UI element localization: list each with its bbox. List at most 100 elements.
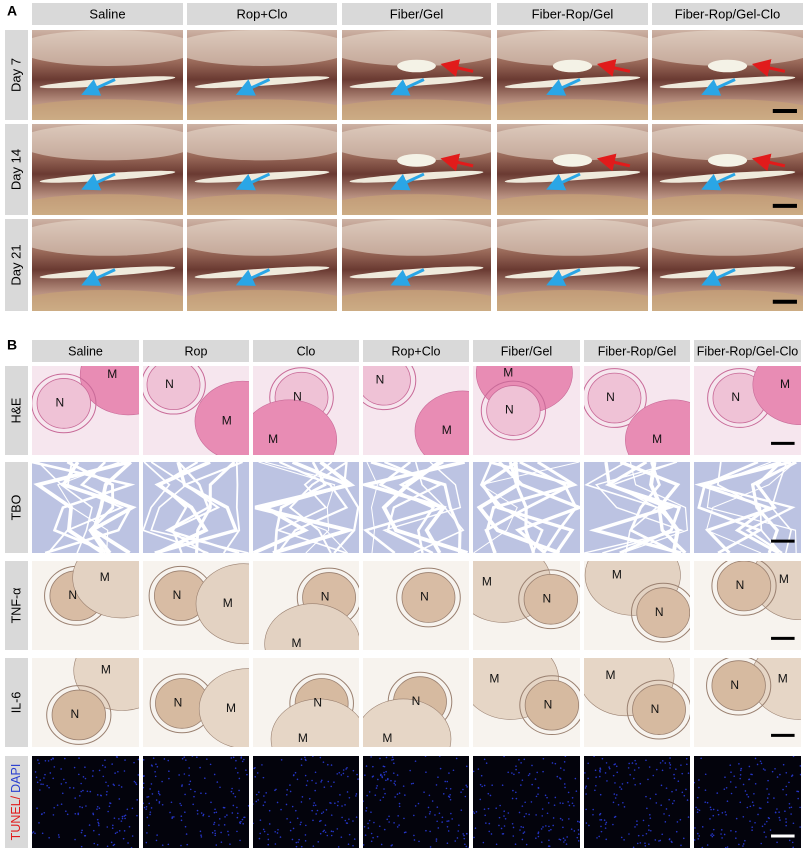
nucleus bbox=[180, 844, 182, 847]
nucleus bbox=[149, 813, 151, 816]
nucleus bbox=[573, 804, 575, 807]
nucleus bbox=[365, 765, 368, 767]
cell: MN bbox=[584, 658, 690, 747]
column-header bbox=[143, 340, 249, 362]
nucleus bbox=[232, 804, 235, 807]
nucleus bbox=[577, 833, 580, 835]
nucleus bbox=[199, 766, 201, 769]
nucleus bbox=[384, 792, 386, 795]
nucleus bbox=[78, 757, 80, 759]
crack bbox=[194, 462, 236, 553]
nucleus bbox=[559, 817, 562, 820]
nucleus bbox=[294, 771, 297, 774]
nucleus bbox=[96, 808, 98, 810]
nucleus bbox=[768, 793, 770, 795]
nucleus bbox=[542, 826, 544, 828]
nucleus bbox=[34, 771, 37, 773]
nucleus bbox=[696, 796, 699, 799]
nucleus bbox=[546, 796, 548, 799]
nucleus bbox=[81, 829, 83, 832]
nucleus bbox=[498, 824, 500, 827]
nucleus bbox=[507, 771, 509, 774]
nucleus bbox=[315, 782, 317, 784]
nucleus bbox=[456, 837, 459, 839]
nucleus bbox=[792, 846, 794, 848]
nucleus bbox=[213, 821, 216, 824]
nucleus bbox=[74, 812, 77, 815]
annotation: N bbox=[70, 707, 79, 721]
panel-label: A bbox=[7, 3, 17, 19]
annotation: N bbox=[55, 396, 64, 410]
nucleus bbox=[511, 772, 513, 774]
nucleus bbox=[788, 806, 791, 809]
nucleus bbox=[390, 779, 392, 782]
tissue bbox=[652, 99, 803, 120]
panel-label: B bbox=[7, 337, 17, 353]
tissue bbox=[652, 30, 803, 66]
nucleus bbox=[561, 819, 564, 821]
nucleus bbox=[701, 826, 704, 828]
annotation: N bbox=[655, 605, 664, 619]
nucleus bbox=[716, 792, 719, 794]
nucleus bbox=[370, 811, 372, 813]
nucleus bbox=[363, 844, 365, 846]
cell bbox=[32, 756, 139, 848]
nucleus bbox=[314, 804, 317, 807]
nucleus bbox=[344, 819, 347, 822]
nucleus bbox=[60, 783, 63, 785]
nerve bbox=[587, 372, 642, 424]
nucleus bbox=[111, 827, 114, 829]
crack bbox=[706, 462, 797, 553]
nucleus bbox=[355, 816, 358, 818]
nucleus bbox=[660, 804, 662, 807]
nucleus bbox=[42, 783, 44, 786]
nucleus bbox=[767, 817, 770, 819]
nucleus bbox=[758, 807, 761, 809]
annotation: N bbox=[293, 389, 302, 403]
nucleus bbox=[180, 819, 183, 822]
nucleus bbox=[520, 784, 522, 786]
nucleus bbox=[184, 825, 187, 828]
nucleus bbox=[148, 802, 151, 805]
nucleus bbox=[535, 795, 538, 798]
nucleus bbox=[398, 805, 401, 808]
nucleus bbox=[709, 818, 711, 820]
nucleus bbox=[43, 777, 45, 779]
nucleus bbox=[363, 800, 364, 803]
nerve-sheath bbox=[519, 675, 580, 736]
nucleus bbox=[215, 811, 218, 814]
nucleus bbox=[340, 836, 343, 838]
nucleus bbox=[306, 780, 309, 782]
tissue bbox=[187, 194, 337, 215]
cell: MN bbox=[32, 658, 139, 747]
tissue bbox=[32, 99, 183, 120]
nucleus bbox=[37, 759, 39, 761]
nucleus bbox=[377, 778, 379, 781]
row-header bbox=[5, 561, 28, 650]
nucleus bbox=[230, 757, 233, 759]
tissue bbox=[32, 219, 183, 256]
nucleus bbox=[204, 777, 206, 780]
nucleus bbox=[559, 778, 562, 780]
nucleus bbox=[380, 843, 383, 846]
nucleus bbox=[481, 785, 483, 788]
nucleus bbox=[179, 802, 181, 805]
nucleus bbox=[275, 788, 277, 791]
nucleus bbox=[568, 804, 571, 807]
nucleus bbox=[64, 757, 66, 760]
nucleus bbox=[108, 805, 111, 808]
red-arrow bbox=[596, 153, 631, 172]
nucleus bbox=[295, 845, 298, 848]
nucleus bbox=[322, 761, 325, 763]
nucleus bbox=[105, 793, 108, 796]
crack bbox=[584, 462, 681, 553]
nucleus bbox=[321, 812, 323, 815]
nucleus bbox=[122, 837, 125, 840]
nucleus bbox=[365, 807, 368, 809]
nucleus bbox=[525, 812, 527, 815]
annotation: M bbox=[291, 636, 301, 650]
nucleus bbox=[240, 757, 242, 759]
nucleus bbox=[554, 796, 557, 799]
nucleus bbox=[750, 773, 752, 776]
nucleus bbox=[227, 830, 229, 833]
